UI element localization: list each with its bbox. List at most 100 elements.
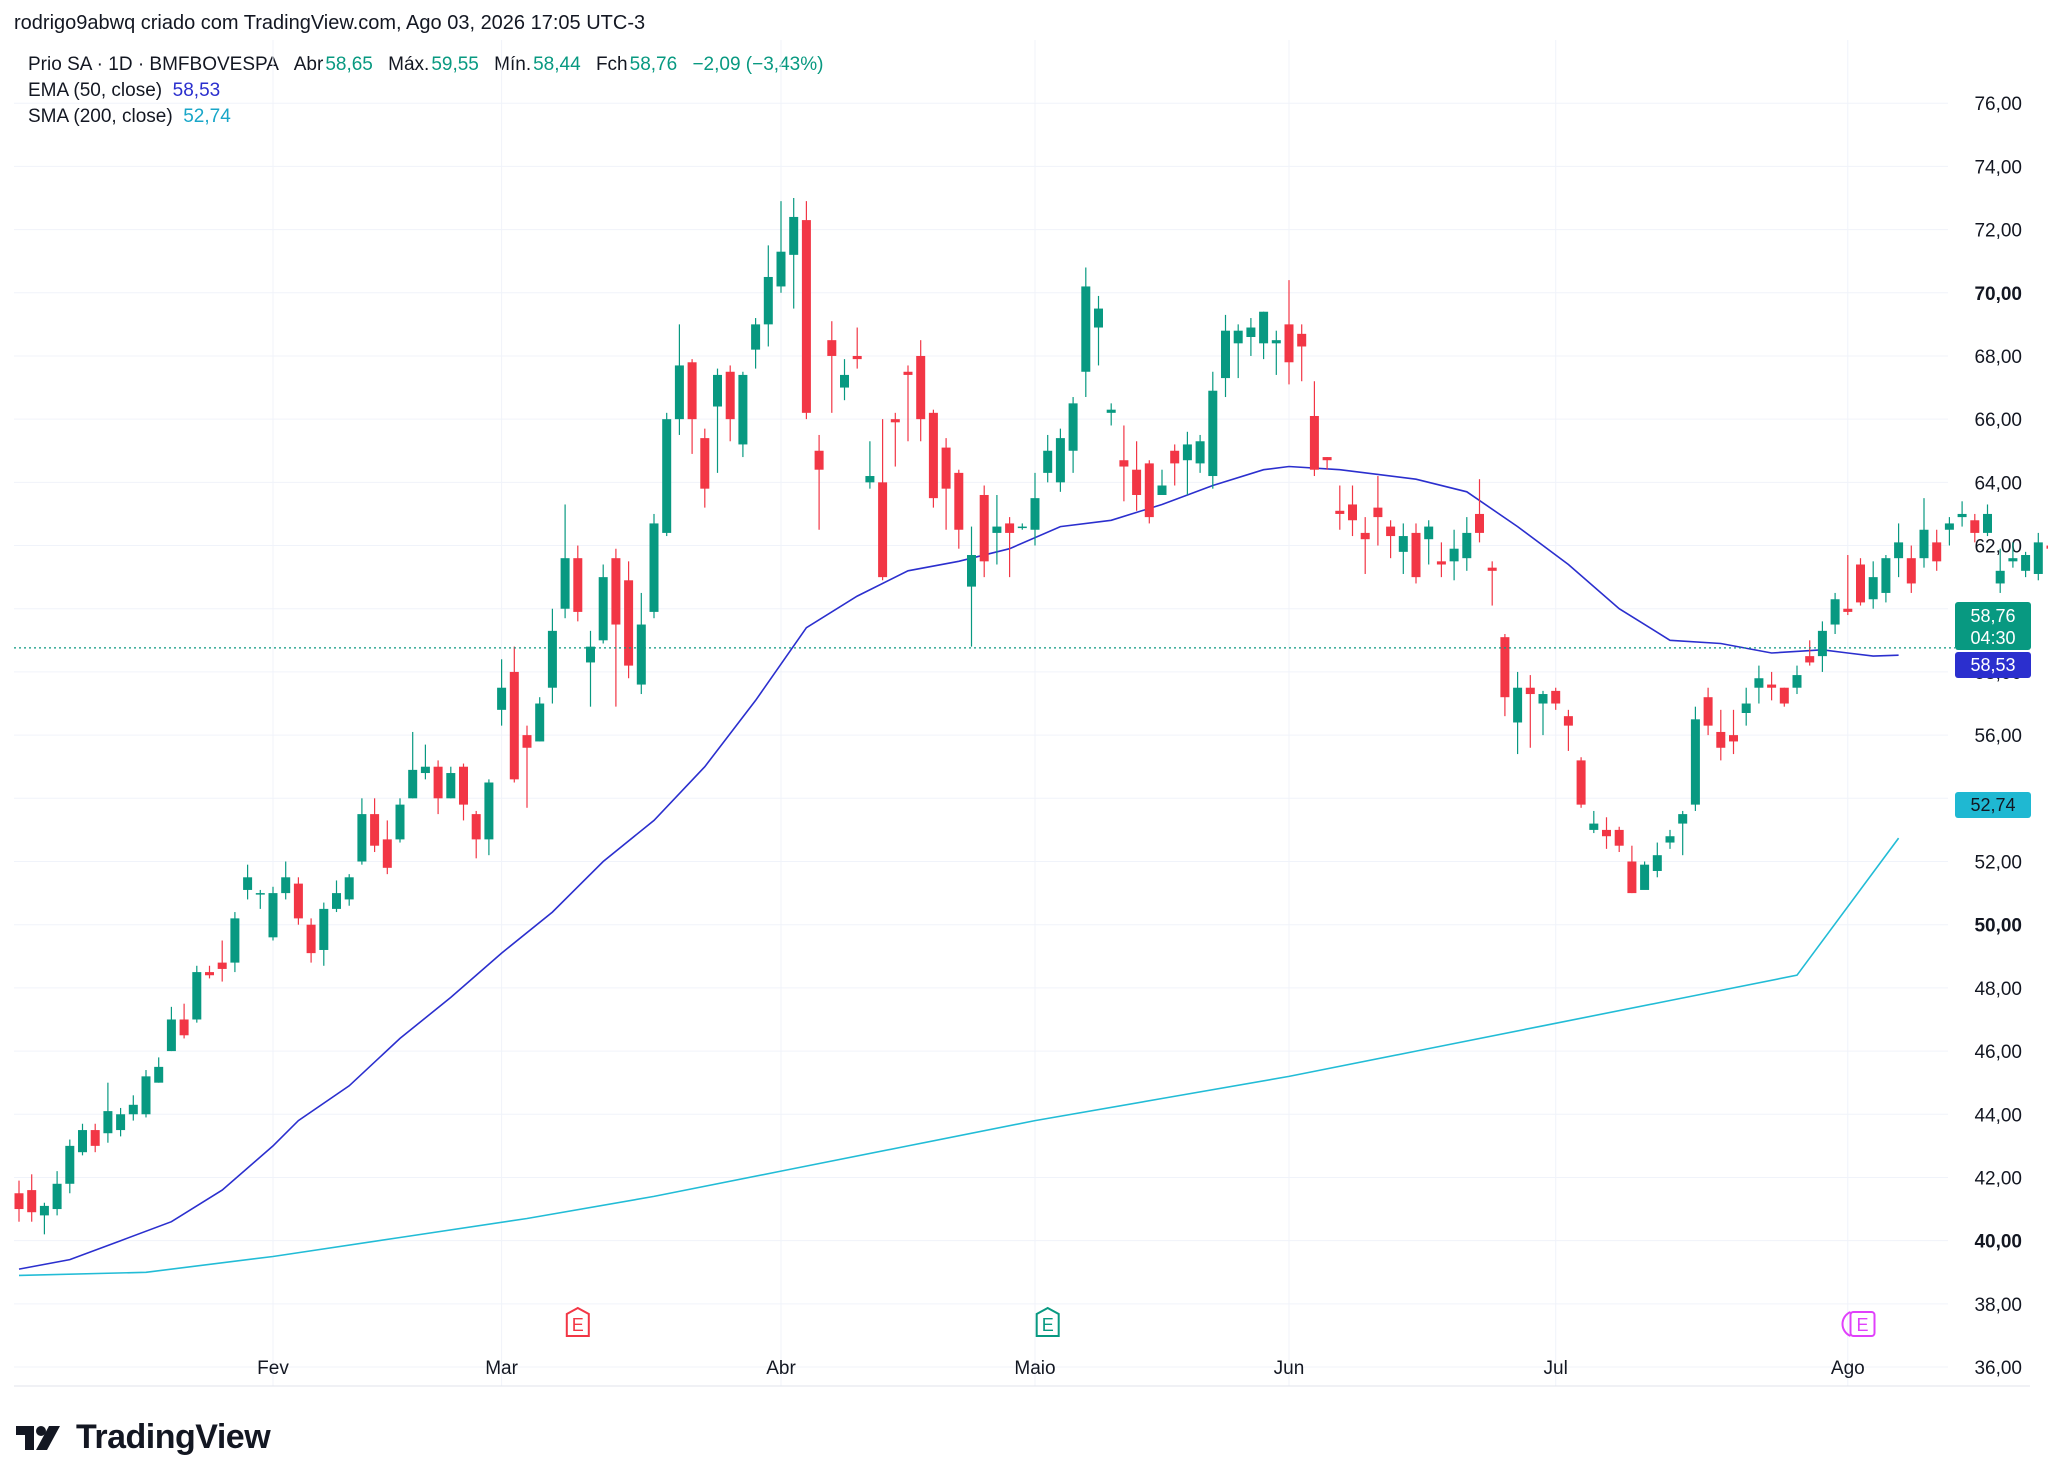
candle-body — [1373, 507, 1383, 518]
candle-up — [865, 441, 875, 489]
candle-body — [1525, 687, 1535, 695]
candle-down — [509, 646, 519, 783]
close-value: 58,76 — [629, 54, 678, 75]
candle-down — [90, 1123, 100, 1153]
candle-up — [1462, 517, 1472, 571]
earnings-marker-arc — [1841, 1311, 1851, 1337]
candle-body — [1195, 441, 1205, 464]
candle-up — [1868, 561, 1878, 609]
candle-up — [1640, 861, 1650, 890]
candle-body — [1068, 403, 1078, 451]
candle-up — [230, 912, 240, 973]
candle-body — [776, 251, 786, 287]
candle-up — [1652, 842, 1662, 878]
candle-body — [611, 558, 621, 625]
candle-down — [1487, 561, 1497, 606]
candle-body — [357, 814, 367, 862]
candle-body — [1881, 558, 1891, 593]
candle-body — [2021, 555, 2031, 571]
candle-up — [154, 1057, 164, 1083]
candle-body — [1436, 561, 1446, 565]
candle-up — [1665, 829, 1675, 849]
price-chart[interactable]: 36,00 38,00 40,00 42,00 44,00 46,00 48,00 50,00… — [0, 0, 2048, 1400]
legend-ema-row[interactable]: EMA (50, close) 58,53 — [28, 78, 833, 104]
candle-down — [1500, 634, 1510, 717]
candle-body — [928, 412, 938, 499]
open-label: Abr — [293, 54, 324, 75]
candle-down — [1297, 324, 1307, 382]
candle-body — [1690, 719, 1700, 805]
candle-up — [39, 1202, 49, 1235]
candle-body — [1868, 577, 1878, 600]
candle-up — [1957, 501, 1967, 527]
candle-body — [573, 558, 583, 612]
candle-down — [1436, 542, 1446, 578]
candle-body — [1017, 526, 1027, 529]
candle-down — [1475, 479, 1484, 543]
price-tick-label: 76,00 — [1974, 94, 2022, 115]
candle-down — [573, 545, 583, 622]
candle-body — [459, 766, 468, 805]
candle-up — [1055, 428, 1065, 492]
candle-body — [1805, 656, 1815, 663]
candle-body — [1602, 829, 1611, 837]
price-tick-label: 48,00 — [1974, 979, 2022, 1000]
candle-up — [1754, 665, 1764, 704]
candle-up — [840, 359, 849, 401]
candle-up — [1995, 548, 2005, 593]
candle-body — [1348, 504, 1357, 521]
candle-body — [1055, 438, 1065, 483]
candle-body — [903, 371, 913, 375]
candle-up — [192, 965, 202, 1023]
earnings-marker[interactable]: E — [1841, 1311, 1876, 1337]
candle-down — [852, 327, 862, 369]
candle-body — [1754, 678, 1764, 688]
candle-up — [268, 886, 278, 941]
time-axis[interactable]: Fev Mar Abr Maio Jun Jul Ago — [257, 1358, 1865, 1379]
legend-sma-row[interactable]: SMA (200, close) 52,74 — [28, 104, 833, 130]
candle-up — [1741, 687, 1751, 726]
candle-up — [598, 564, 608, 644]
candle-body — [1589, 823, 1599, 830]
time-tick-label: Abr — [766, 1358, 796, 1379]
candle-body — [1944, 523, 1954, 530]
chart-legend: Prio SA · 1D · BMFBOVESPA Abr 58,65 Máx. 5… — [28, 52, 833, 130]
candle-up — [1068, 397, 1078, 473]
candle-body — [1513, 687, 1523, 723]
candle-up — [763, 245, 773, 347]
ema-badge-value: 58,53 — [1970, 655, 2015, 675]
candle-up — [967, 526, 976, 647]
candle-body — [179, 1019, 189, 1036]
candle-down — [1170, 444, 1180, 486]
candle-up — [1221, 314, 1230, 398]
sma-200-line — [18, 837, 1900, 1277]
candle-body — [1208, 390, 1218, 477]
candle-up — [141, 1070, 151, 1118]
tradingview-logo-text: TradingView — [76, 1418, 271, 1456]
high-value: 59,55 — [431, 54, 479, 75]
price-tick-label: 40,00 — [1974, 1232, 2022, 1253]
candle-body — [878, 482, 888, 578]
earnings-marker[interactable]: E — [565, 1306, 590, 1337]
candle-body — [1563, 716, 1573, 726]
tradingview-logo[interactable]: TradingView — [16, 1418, 271, 1457]
price-tick-label: 52,00 — [1974, 853, 2022, 874]
candle-body — [979, 494, 989, 562]
candle-body — [293, 883, 303, 919]
candle-body — [14, 1193, 24, 1210]
candle-down — [878, 419, 888, 581]
last-price-badge: 58,76 04:30 — [1955, 602, 2031, 650]
candle-body — [1424, 526, 1434, 540]
candle-up — [547, 608, 557, 704]
earnings-marker[interactable]: E — [1035, 1306, 1060, 1337]
candle-body — [547, 630, 557, 688]
candle-up — [674, 324, 684, 435]
candle-body — [1322, 457, 1332, 461]
candle-up — [1424, 520, 1434, 565]
time-tick-label: Ago — [1831, 1358, 1865, 1379]
candle-body — [1284, 324, 1294, 363]
price-axis[interactable]: 36,00 38,00 40,00 42,00 44,00 46,00 48,00 50,00… — [1974, 94, 2022, 1379]
candle-body — [408, 769, 418, 799]
legend-main-row: Prio SA · 1D · BMFBOVESPA Abr 58,65 Máx. 5… — [28, 52, 833, 78]
